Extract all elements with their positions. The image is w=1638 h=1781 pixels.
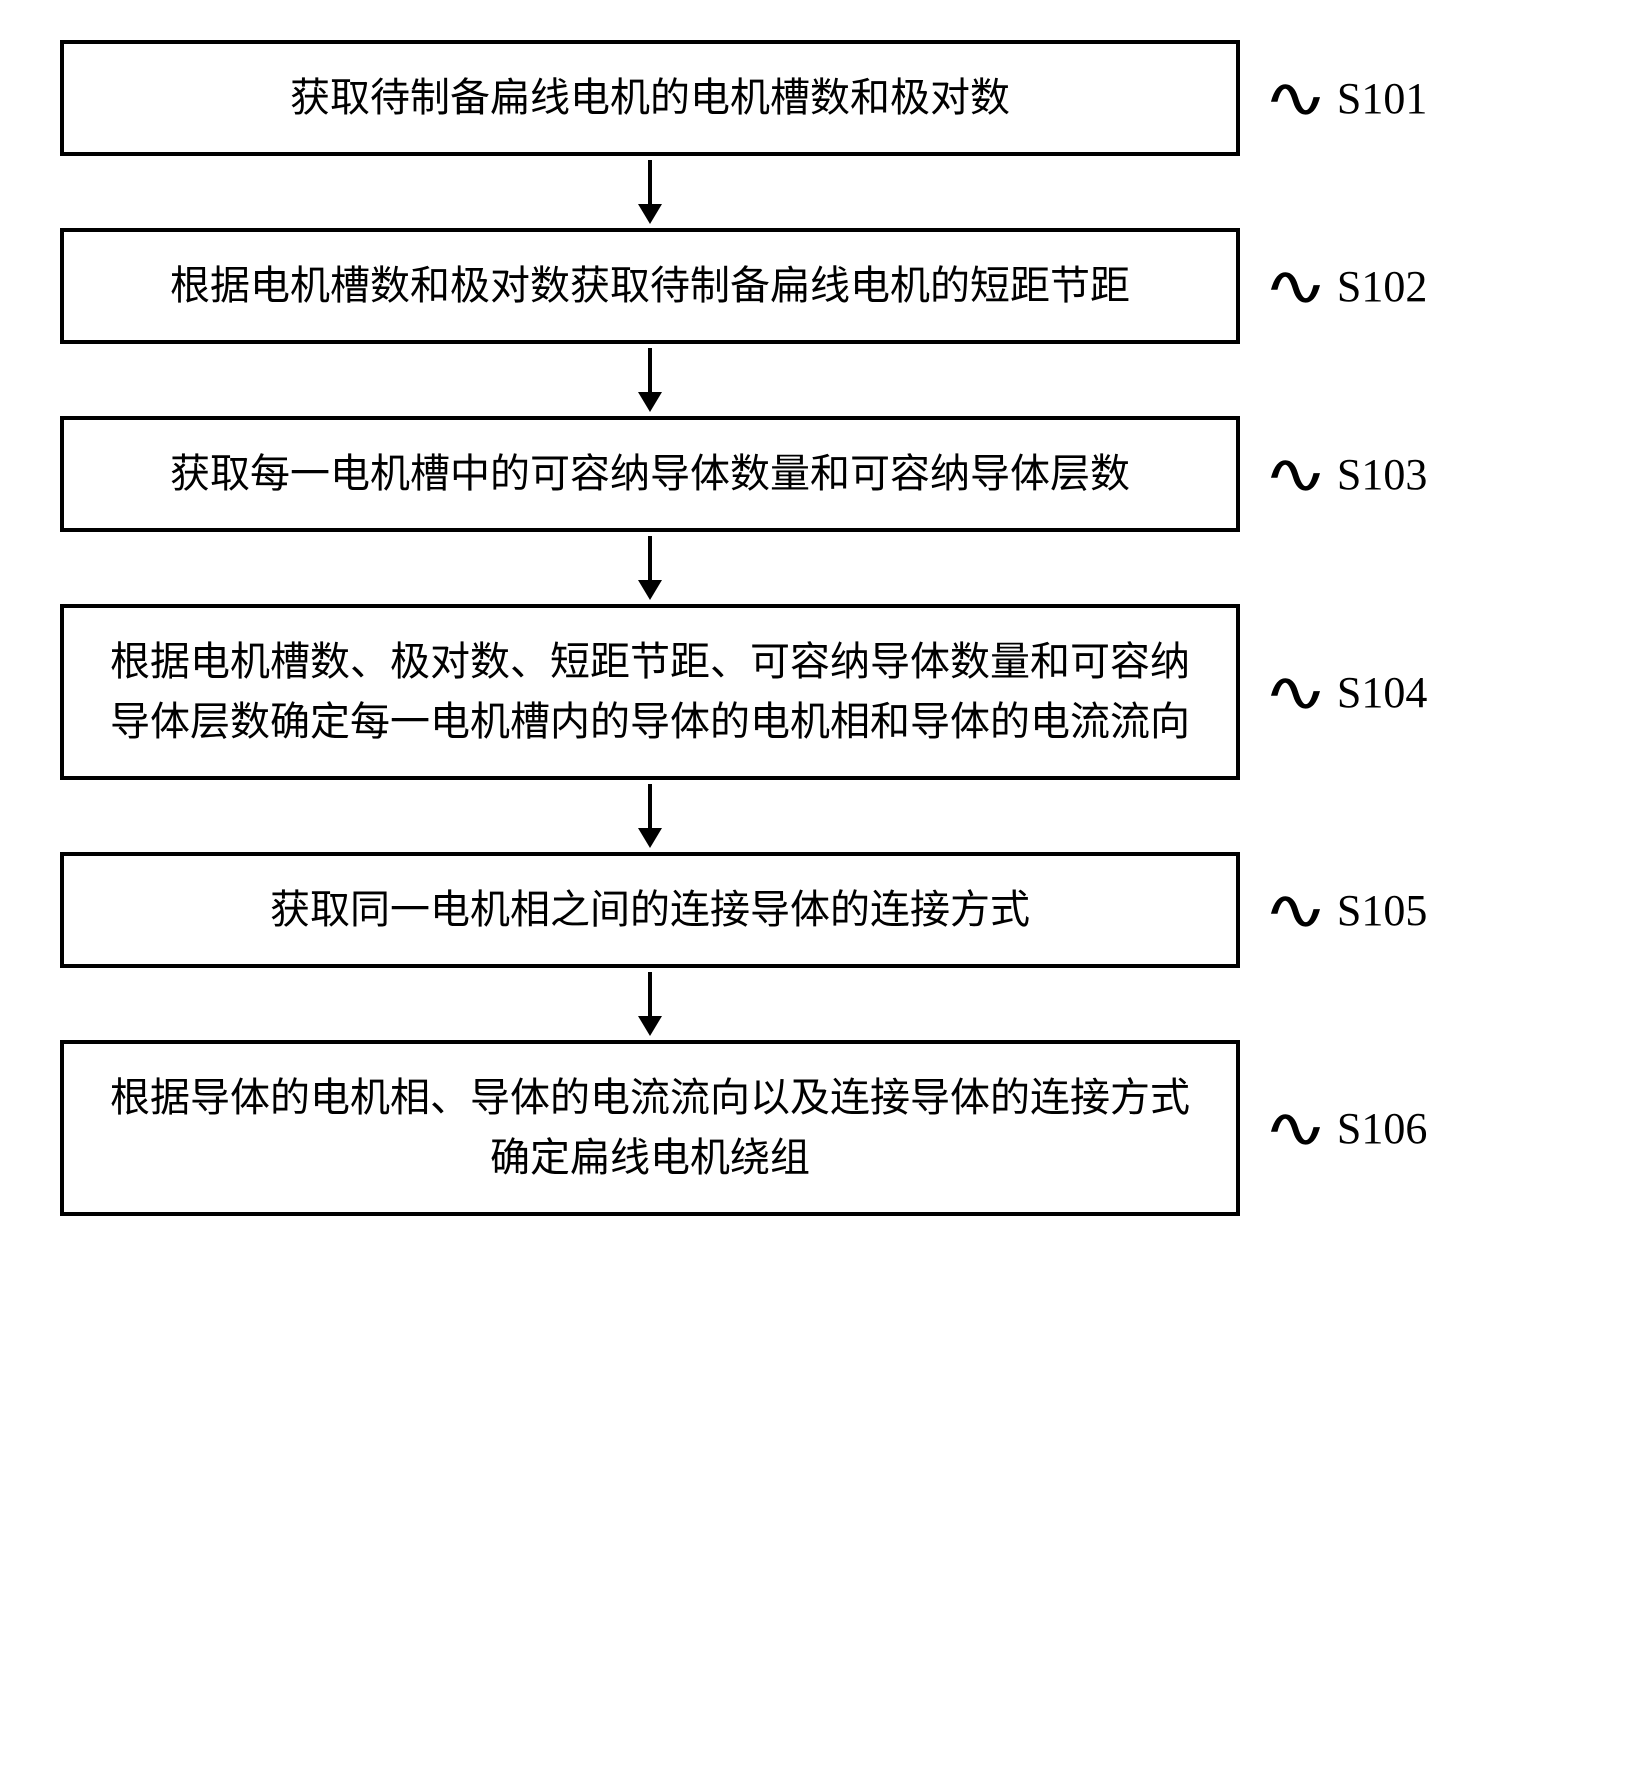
arrow-wrap [60, 784, 1240, 848]
step-text: 获取待制备扁线电机的电机槽数和极对数 [290, 68, 1010, 128]
flowchart-container: 获取待制备扁线电机的电机槽数和极对数 ∿ S101 根据电机槽数和极对数获取待制… [60, 40, 1578, 1216]
tilde-icon: ∿ [1263, 66, 1329, 131]
step-box-s104: 根据电机槽数、极对数、短距节距、可容纳导体数量和可容纳导体层数确定每一电机槽内的… [60, 604, 1240, 780]
step-text: 根据导体的电机相、导体的电流流向以及连接导体的连接方式确定扁线电机绕组 [104, 1068, 1196, 1188]
step-connector: ∿ S104 [1272, 660, 1427, 725]
arrow-wrap [60, 536, 1240, 600]
step-row: 根据电机槽数和极对数获取待制备扁线电机的短距节距 ∿ S102 [60, 228, 1578, 344]
tilde-icon: ∿ [1263, 878, 1329, 943]
step-box-s106: 根据导体的电机相、导体的电流流向以及连接导体的连接方式确定扁线电机绕组 [60, 1040, 1240, 1216]
step-label: S101 [1337, 73, 1427, 124]
tilde-icon: ∿ [1263, 254, 1329, 319]
step-box-s103: 获取每一电机槽中的可容纳导体数量和可容纳导体层数 [60, 416, 1240, 532]
step-text: 根据电机槽数、极对数、短距节距、可容纳导体数量和可容纳导体层数确定每一电机槽内的… [104, 632, 1196, 752]
step-box-s102: 根据电机槽数和极对数获取待制备扁线电机的短距节距 [60, 228, 1240, 344]
step-label: S106 [1337, 1103, 1427, 1154]
step-row: 获取每一电机槽中的可容纳导体数量和可容纳导体层数 ∿ S103 [60, 416, 1578, 532]
tilde-icon: ∿ [1263, 442, 1329, 507]
step-label: S103 [1337, 449, 1427, 500]
step-row: 获取待制备扁线电机的电机槽数和极对数 ∿ S101 [60, 40, 1578, 156]
arrow-down-icon [630, 160, 670, 224]
step-connector: ∿ S105 [1272, 878, 1427, 943]
step-row: 根据导体的电机相、导体的电流流向以及连接导体的连接方式确定扁线电机绕组 ∿ S1… [60, 1040, 1578, 1216]
step-connector: ∿ S102 [1272, 254, 1427, 319]
arrow-wrap [60, 348, 1240, 412]
step-connector: ∿ S101 [1272, 66, 1427, 131]
arrow-down-icon [630, 784, 670, 848]
arrow-down-icon [630, 536, 670, 600]
step-label: S105 [1337, 885, 1427, 936]
arrow-wrap [60, 972, 1240, 1036]
step-box-s105: 获取同一电机相之间的连接导体的连接方式 [60, 852, 1240, 968]
arrow-wrap [60, 160, 1240, 224]
step-text: 根据电机槽数和极对数获取待制备扁线电机的短距节距 [170, 256, 1130, 316]
step-row: 获取同一电机相之间的连接导体的连接方式 ∿ S105 [60, 852, 1578, 968]
step-box-s101: 获取待制备扁线电机的电机槽数和极对数 [60, 40, 1240, 156]
step-row: 根据电机槽数、极对数、短距节距、可容纳导体数量和可容纳导体层数确定每一电机槽内的… [60, 604, 1578, 780]
arrow-down-icon [630, 972, 670, 1036]
step-connector: ∿ S106 [1272, 1096, 1427, 1161]
step-text: 获取同一电机相之间的连接导体的连接方式 [270, 880, 1030, 940]
arrow-down-icon [630, 348, 670, 412]
step-connector: ∿ S103 [1272, 442, 1427, 507]
step-label: S102 [1337, 261, 1427, 312]
tilde-icon: ∿ [1263, 660, 1329, 725]
step-text: 获取每一电机槽中的可容纳导体数量和可容纳导体层数 [170, 444, 1130, 504]
tilde-icon: ∿ [1263, 1096, 1329, 1161]
step-label: S104 [1337, 667, 1427, 718]
